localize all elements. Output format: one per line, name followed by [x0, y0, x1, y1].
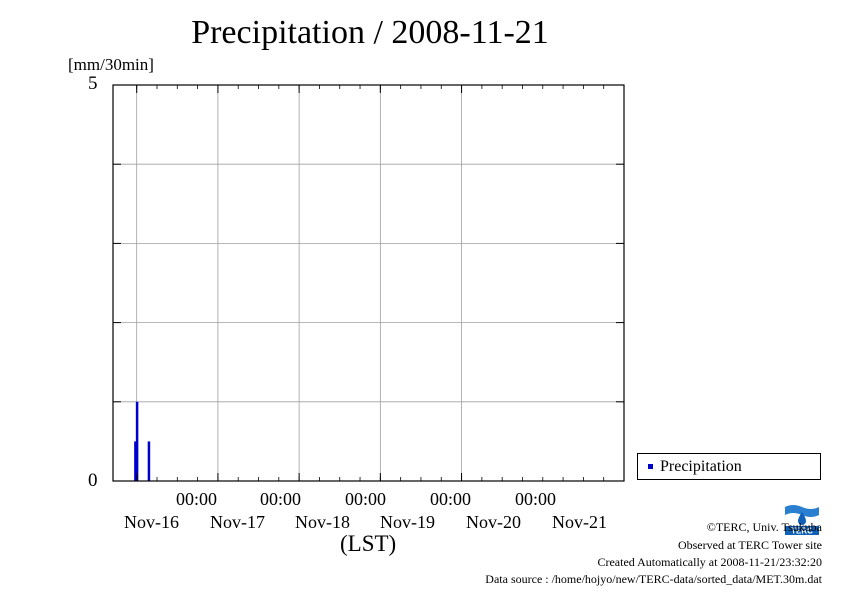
legend-swatch	[648, 464, 653, 469]
x-time-label: 00:00	[515, 489, 557, 509]
x-time-label: 00:00	[176, 489, 218, 509]
precipitation-bar	[147, 441, 151, 481]
axis-ticks	[113, 84, 624, 482]
grid-lines	[113, 85, 624, 481]
logo-text: TERC	[791, 527, 813, 536]
y-tick-label-5: 5	[88, 73, 98, 94]
x-time-label: 00:00	[260, 489, 302, 509]
credit-created: Created Automatically at 2008-11-21/23:3…	[597, 555, 822, 569]
x-date-label: Nov-19	[380, 512, 435, 532]
y-tick-label-0: 0	[88, 470, 98, 491]
terc-logo: TERC	[783, 503, 821, 537]
credit-source: Data source : /home/hojyo/new/TERC-data/…	[485, 572, 822, 586]
plot-frame	[112, 84, 625, 482]
credit-observed: Observed at TERC Tower site	[677, 538, 822, 552]
x-time-label: 00:00	[430, 489, 472, 509]
x-axis-label: (LST)	[340, 531, 397, 556]
precipitation-bar	[135, 401, 139, 481]
x-date-label: Nov-16	[124, 512, 179, 532]
x-date-label: Nov-20	[466, 512, 521, 532]
x-time-label: 00:00	[345, 489, 387, 509]
precipitation-bars	[134, 401, 151, 481]
x-date-label: Nov-21	[552, 512, 607, 532]
legend-label: Precipitation	[660, 458, 742, 475]
precipitation-bar	[134, 441, 137, 481]
chart-title: Precipitation / 2008-11-21	[191, 14, 549, 51]
y-axis-unit-label: [mm/30min]	[68, 55, 154, 74]
credit-copyright: ©TERC, Univ. Tsukuba	[706, 520, 822, 534]
legend: Precipitation	[637, 453, 821, 480]
x-date-label: Nov-17	[210, 512, 265, 532]
x-date-label: Nov-18	[295, 512, 350, 532]
